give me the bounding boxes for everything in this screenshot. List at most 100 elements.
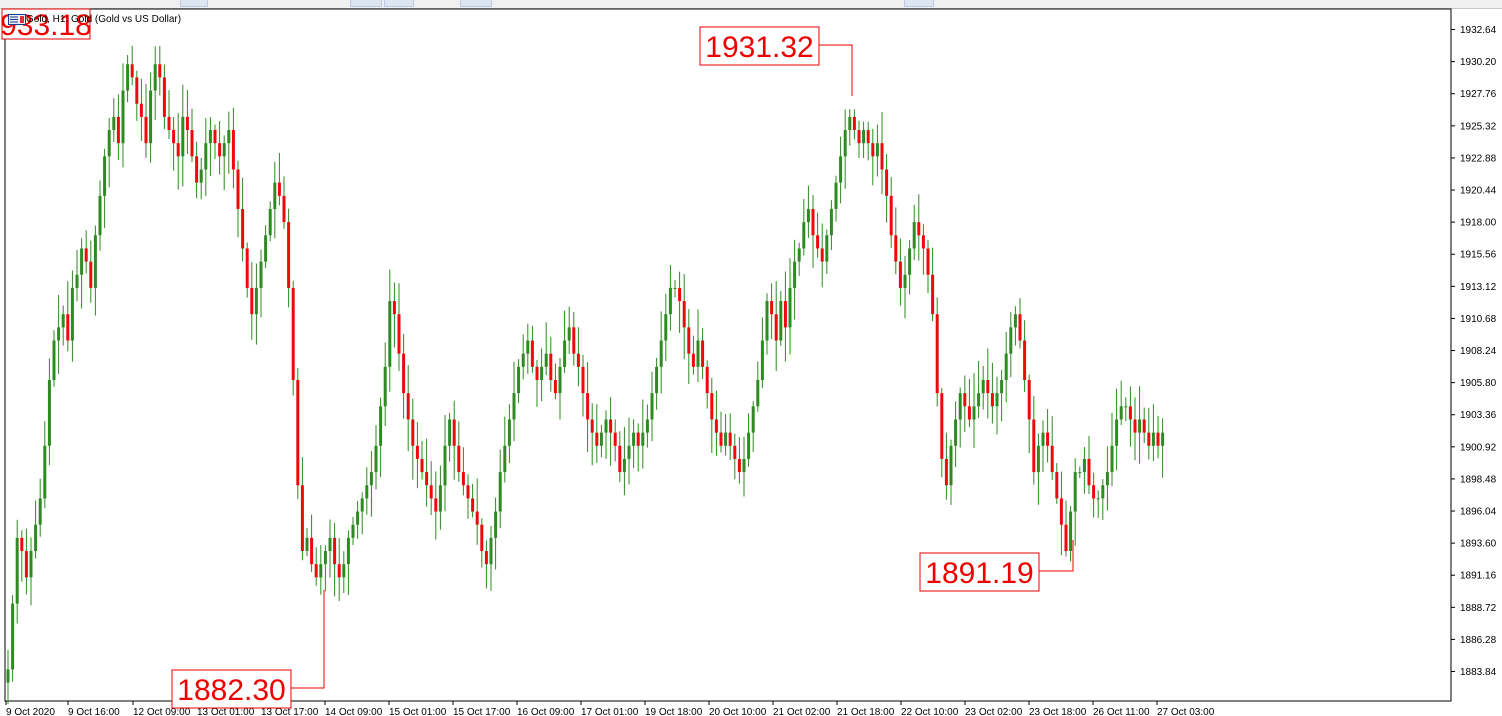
toolbar-tab[interactable] — [460, 0, 492, 7]
candle-body — [632, 432, 636, 446]
candle-body — [898, 261, 902, 288]
candle-body — [1059, 498, 1063, 525]
candle-body — [282, 195, 286, 223]
candle-body — [728, 432, 732, 446]
candle-body — [383, 366, 387, 407]
candle-body — [696, 340, 700, 367]
candle-body — [793, 261, 797, 288]
candle-body — [185, 116, 189, 131]
candle-body — [420, 458, 424, 473]
candle-body — [411, 419, 415, 446]
candle-body — [328, 537, 332, 552]
candle-body — [779, 301, 783, 341]
candle-body — [609, 419, 613, 433]
candle-body — [218, 143, 222, 157]
candle-body — [15, 537, 19, 604]
candle-body — [926, 248, 930, 275]
candle-body — [710, 393, 714, 420]
candle-body — [222, 143, 226, 157]
candle-body — [1078, 472, 1082, 474]
candle-body — [489, 537, 493, 565]
candle-body — [701, 340, 705, 367]
candle-body — [374, 445, 378, 473]
candle-body — [751, 406, 755, 433]
candle-body — [43, 445, 47, 499]
candle-body — [333, 537, 337, 565]
candle-body — [599, 432, 603, 446]
candle-body — [1009, 327, 1013, 354]
y-tick-label: 1898.48 — [1460, 474, 1497, 485]
candle-body — [291, 287, 295, 380]
y-tick-label: 1900.92 — [1460, 442, 1497, 453]
candle-body — [590, 419, 594, 433]
candle-body — [392, 301, 396, 315]
y-tick-label: 1893.60 — [1460, 539, 1497, 550]
y-tick-label: 1891.16 — [1460, 571, 1497, 582]
y-tick-label: 1910.68 — [1460, 314, 1497, 325]
x-tick-label: 19 Oct 18:00 — [645, 707, 703, 716]
candle-body — [986, 379, 990, 394]
x-tick-label: 16 Oct 09:00 — [517, 707, 575, 716]
toolbar-tab[interactable] — [904, 0, 934, 7]
candle-body — [797, 248, 801, 262]
candle-body — [581, 366, 585, 394]
candle-body — [342, 564, 346, 578]
candle-body — [1128, 406, 1132, 420]
candle-body — [724, 432, 728, 446]
toolbar-tab[interactable] — [384, 0, 414, 7]
candle-body — [806, 208, 810, 223]
candle-body — [875, 143, 879, 157]
plot-area — [4, 8, 1452, 702]
x-tick-label: 23 Oct 02:00 — [965, 707, 1023, 716]
candle-body — [176, 143, 180, 157]
chart-window-icon — [8, 14, 26, 25]
candle-body — [29, 551, 33, 578]
y-tick-label: 1920.44 — [1460, 186, 1497, 197]
candle-body — [977, 393, 981, 407]
candle-body — [250, 287, 254, 315]
candle-body — [116, 116, 120, 144]
candle-body — [733, 445, 737, 459]
candle-body — [673, 287, 677, 289]
candle-body — [461, 472, 465, 486]
candle-body — [866, 130, 870, 144]
x-tick-label: 15 Oct 17:00 — [453, 707, 511, 716]
candle-body — [760, 340, 764, 380]
candle-body — [1000, 379, 1004, 394]
candle-body — [434, 498, 438, 512]
candle-body — [705, 366, 709, 394]
candle-body — [1064, 524, 1068, 552]
candle-body — [466, 485, 470, 499]
candle-body — [737, 458, 741, 473]
candle-body — [388, 301, 392, 367]
candle-body — [369, 472, 373, 486]
candle-body — [783, 301, 787, 328]
x-tick-label: 9 Oct 16:00 — [68, 707, 120, 716]
y-tick-label: 1927.76 — [1460, 89, 1497, 100]
candle-body — [241, 208, 245, 249]
x-tick-label: 26 Oct 11:00 — [1093, 707, 1150, 716]
toolbar-tab[interactable] — [180, 0, 208, 7]
candle-body — [811, 208, 815, 236]
candle-body — [1151, 432, 1155, 446]
y-tick-label: 1930.20 — [1460, 57, 1497, 68]
candle-body — [360, 498, 364, 512]
candle-body — [535, 366, 539, 380]
candle-body — [517, 366, 521, 394]
candle-body — [89, 261, 93, 288]
candle-body — [848, 116, 852, 131]
candle-body — [521, 353, 525, 367]
candle-body — [958, 393, 962, 420]
candle-body — [935, 314, 939, 394]
y-tick-label: 1915.56 — [1460, 250, 1497, 261]
candle-body — [415, 445, 419, 459]
candle-body — [471, 498, 475, 512]
toolbar-tab[interactable] — [350, 0, 382, 7]
candle-body — [162, 77, 166, 117]
candle-body — [337, 564, 341, 578]
x-tick-label: 12 Oct 09:00 — [133, 707, 191, 716]
x-tick-label: 23 Oct 18:00 — [1029, 707, 1087, 716]
candle-body — [756, 379, 760, 407]
candle-body — [1110, 445, 1114, 473]
